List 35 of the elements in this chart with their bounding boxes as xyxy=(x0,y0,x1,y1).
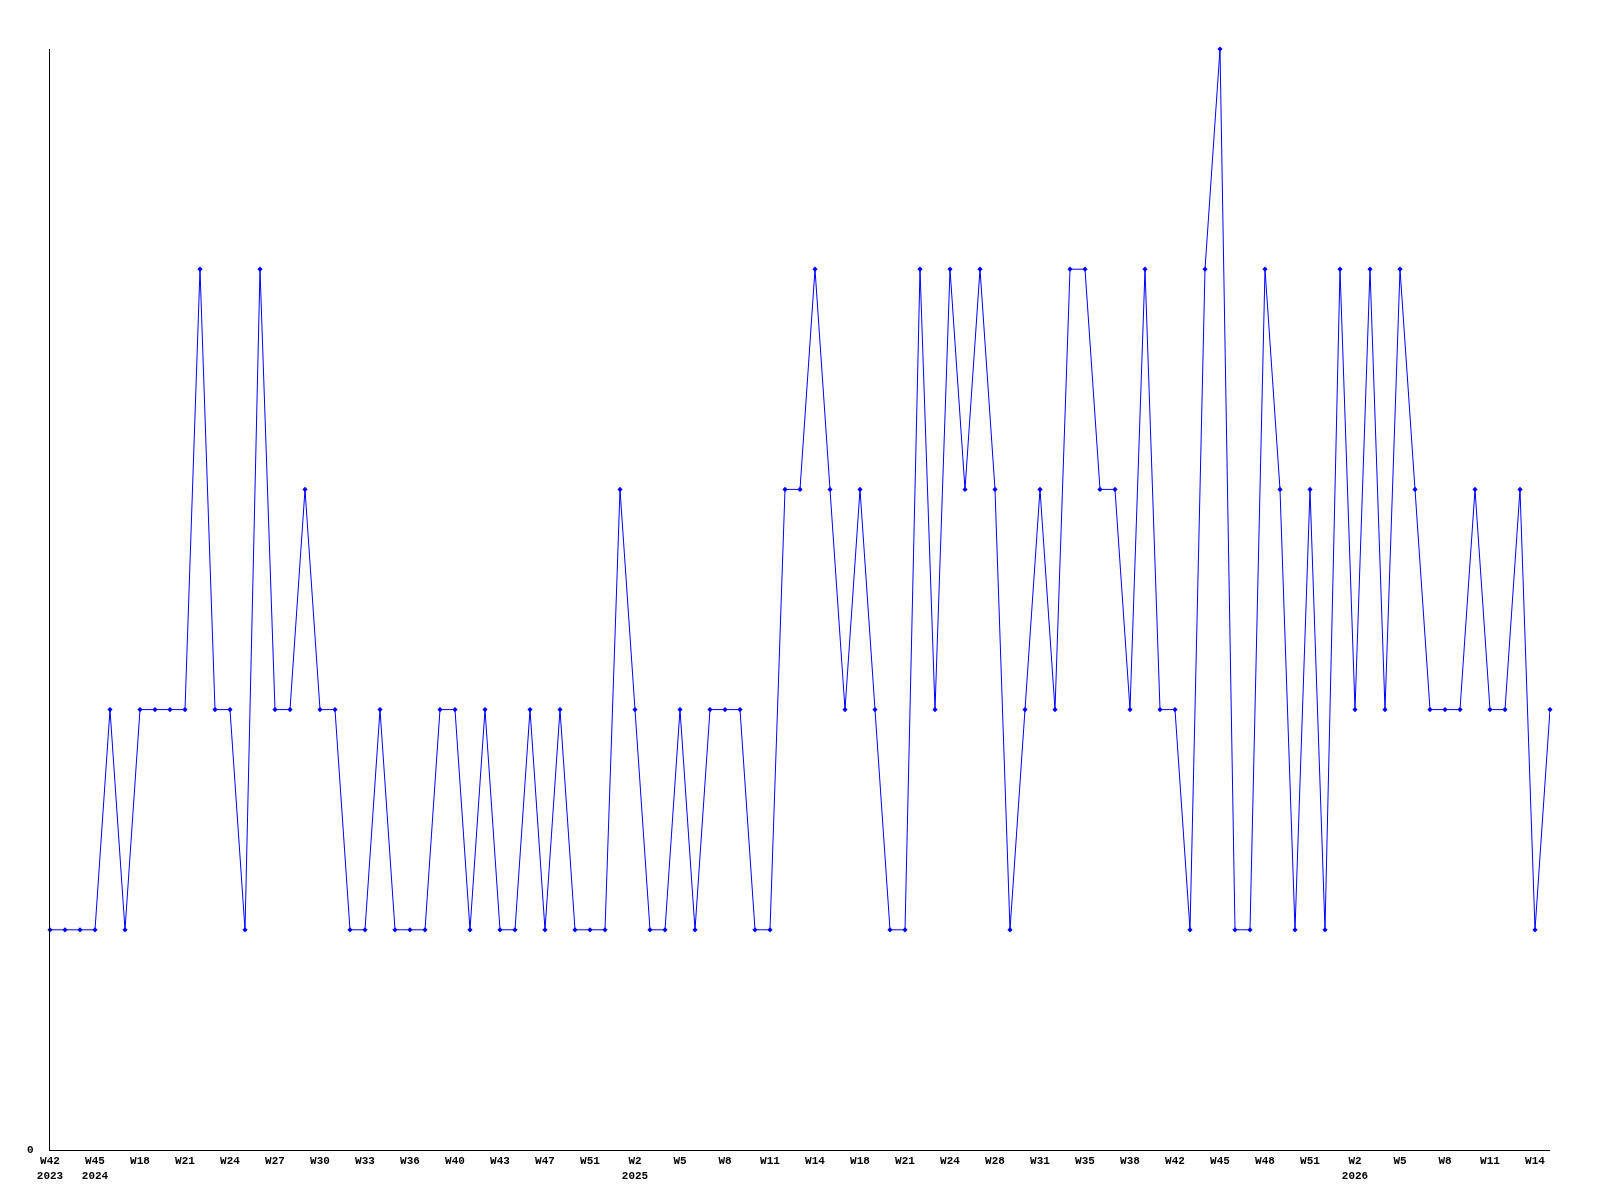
text: 0 xyxy=(27,1144,34,1156)
x-tick-label: W42 2023 xyxy=(36,1155,64,1182)
x-tick-label: W45 xyxy=(1210,1155,1231,1168)
x-tick-label: W40 xyxy=(445,1155,465,1168)
x-tick-label: W14 xyxy=(805,1155,826,1168)
x-tick-label: W14 xyxy=(1525,1155,1546,1168)
x-tick-label: W18 xyxy=(850,1155,871,1168)
x-tick-label: W47 xyxy=(535,1155,555,1168)
x-tick-label: W48 xyxy=(1255,1155,1276,1168)
x-tick-label: W35 xyxy=(1075,1155,1096,1168)
x-tick-label: W5 xyxy=(1393,1155,1407,1168)
x-tick-label: W27 xyxy=(265,1155,285,1168)
x-tick-label: W21 xyxy=(895,1155,916,1168)
x-tick-label: W38 xyxy=(1120,1155,1141,1168)
x-tick-label: W51 xyxy=(580,1155,601,1168)
x-tick-label: W21 xyxy=(175,1155,196,1168)
x-tick-label: W5 xyxy=(673,1155,687,1168)
x-tick-label: W2 2026 xyxy=(1341,1155,1369,1182)
x-tick-label: W42 xyxy=(1165,1155,1185,1168)
x-tick-label: W33 xyxy=(355,1155,376,1168)
x-tick-label: W24 xyxy=(940,1155,961,1168)
x-tick-label: W36 xyxy=(400,1155,420,1168)
x-tick-label: W45 2024 xyxy=(81,1155,109,1182)
x-tick-label: W8 xyxy=(718,1155,732,1168)
x-tick-label: W51 xyxy=(1300,1155,1321,1168)
x-tick-label: W28 xyxy=(985,1155,1006,1168)
x-tick-label: W30 xyxy=(310,1155,330,1168)
x-tick-label: W43 xyxy=(490,1155,511,1168)
x-tick-label: W8 xyxy=(1438,1155,1452,1168)
x-tick-label: W24 xyxy=(220,1155,241,1168)
x-tick-label: W31 xyxy=(1030,1155,1051,1168)
x-tick-label: W18 xyxy=(130,1155,151,1168)
x-tick-label: W11 xyxy=(1480,1155,1501,1168)
x-tick-label: W11 xyxy=(760,1155,781,1168)
x-tick-label: W2 2025 xyxy=(621,1155,649,1182)
